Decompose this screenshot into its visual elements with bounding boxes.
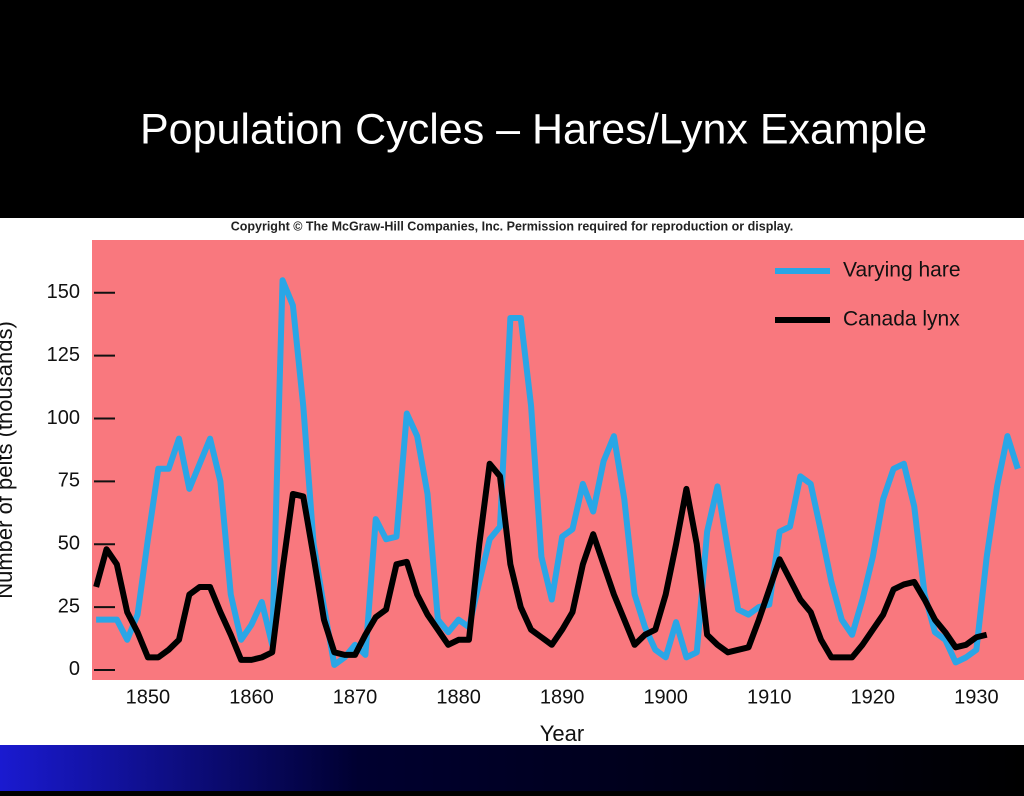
series-line bbox=[96, 277, 1021, 668]
x-tick-label: 1890 bbox=[540, 686, 585, 708]
y-tick-label: 125 bbox=[47, 344, 80, 366]
legend: Varying hare Canada lynx bbox=[775, 259, 961, 331]
x-tick-label: 1900 bbox=[643, 686, 688, 708]
x-tick-label: 1930 bbox=[954, 686, 999, 708]
slide-title: Population Cycles – Hares/Lynx Example bbox=[140, 105, 927, 153]
x-tick-label: 1920 bbox=[851, 686, 896, 708]
y-tick-label: 150 bbox=[47, 281, 80, 303]
legend-label: Varying hare bbox=[843, 259, 961, 282]
x-tick-label: 1870 bbox=[333, 686, 378, 708]
y-tick-label: 0 bbox=[69, 658, 80, 680]
y-tick-label: 100 bbox=[47, 407, 80, 429]
copyright: Copyright © The McGraw-Hill Companies, I… bbox=[231, 219, 794, 233]
legend-label: Canada lynx bbox=[843, 308, 960, 331]
x-tick-label: 1860 bbox=[229, 686, 274, 708]
x-tick-label: 1880 bbox=[436, 686, 481, 708]
series-line bbox=[93, 460, 988, 663]
x-tick-label: 1850 bbox=[126, 686, 171, 708]
y-tick-label: 50 bbox=[58, 533, 80, 555]
y-tick-label: 25 bbox=[58, 595, 80, 617]
y-tick-label: 75 bbox=[58, 470, 80, 492]
title-band bbox=[0, 0, 1024, 218]
x-axis-label: Year bbox=[540, 721, 584, 746]
footer-band bbox=[0, 745, 1024, 791]
plot-area bbox=[92, 240, 1024, 680]
x-tick-label: 1910 bbox=[747, 686, 792, 708]
y-axis-label: Number of pelts (thousands) bbox=[0, 321, 17, 599]
lines bbox=[93, 277, 1021, 668]
